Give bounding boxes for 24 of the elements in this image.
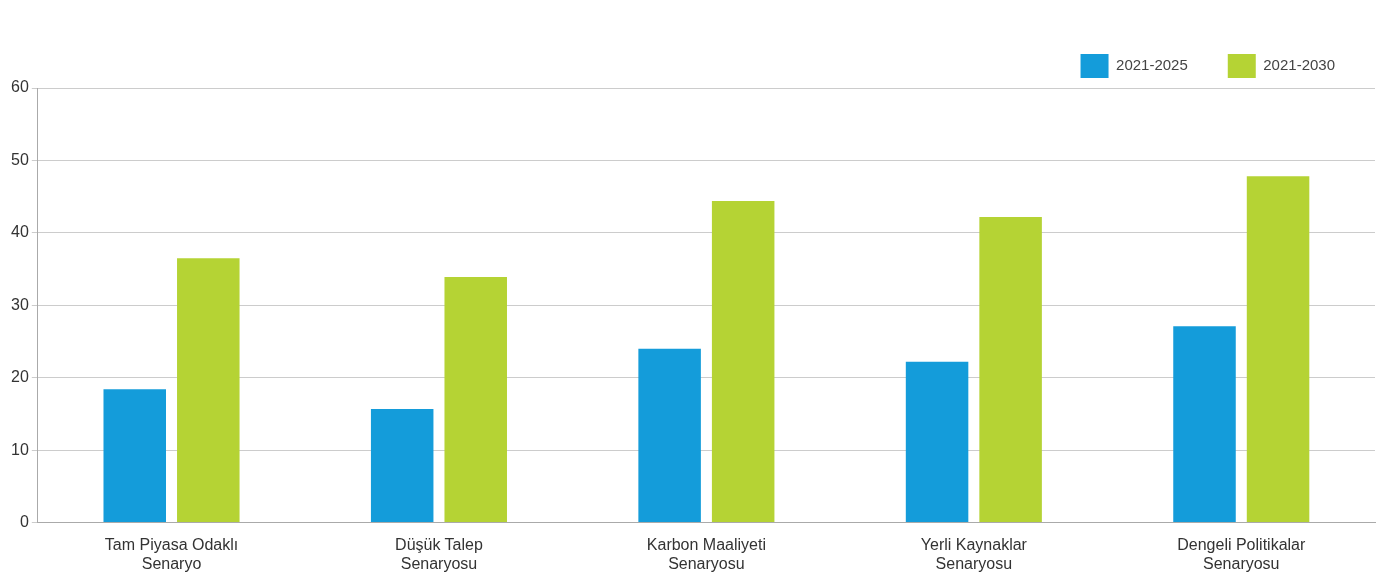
bar: [1173, 326, 1236, 523]
x-tick-label: Düşük Talep Senaryosu: [395, 535, 483, 572]
bar: [370, 408, 434, 523]
bar: [638, 348, 701, 523]
y-tick-label: 20: [11, 368, 29, 386]
bar: [979, 216, 1042, 523]
bar: [711, 201, 775, 523]
legend-label: 2021-2030: [1263, 56, 1335, 74]
y-tick-label: 40: [11, 223, 29, 241]
y-tick-label: 50: [11, 150, 29, 168]
y-tick-label: 10: [11, 440, 29, 458]
x-tick-label: Tam Piyasa Odaklı Senaryo: [104, 535, 239, 572]
bar: [905, 361, 969, 523]
x-tick-label: Karbon Maaliyeti Senaryosu: [646, 535, 766, 572]
bar: [177, 258, 240, 523]
y-tick-label: 30: [11, 295, 29, 313]
x-tick-label: Yerli Kaynaklar Senaryosu: [920, 535, 1028, 572]
bar: [1246, 176, 1310, 523]
bar: [444, 277, 507, 523]
bar: [103, 389, 166, 523]
legend-label: 2021-2025: [1116, 56, 1188, 74]
y-tick-label: 60: [11, 78, 29, 96]
y-tick-label: 0: [19, 513, 29, 531]
x-tick-label: Dengeli Politikalar Senaryosu: [1177, 535, 1306, 572]
